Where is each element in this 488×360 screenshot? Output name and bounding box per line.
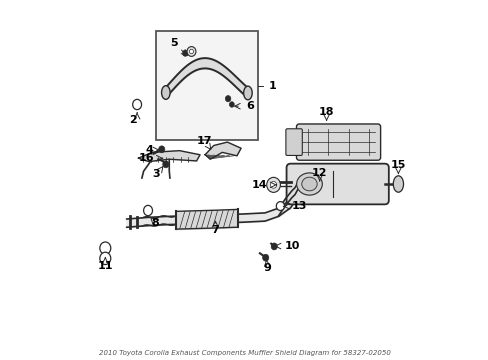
FancyBboxPatch shape: [286, 164, 388, 204]
Text: 10: 10: [285, 241, 300, 251]
Ellipse shape: [182, 50, 188, 56]
Ellipse shape: [163, 161, 168, 168]
Ellipse shape: [270, 181, 276, 188]
Polygon shape: [138, 151, 200, 162]
Ellipse shape: [243, 86, 252, 100]
Ellipse shape: [276, 202, 284, 211]
FancyBboxPatch shape: [285, 129, 302, 156]
Text: 13: 13: [291, 201, 306, 211]
Ellipse shape: [132, 99, 141, 110]
Text: 7: 7: [211, 225, 219, 235]
FancyBboxPatch shape: [296, 124, 380, 160]
Polygon shape: [205, 142, 241, 159]
Ellipse shape: [296, 173, 322, 195]
Ellipse shape: [301, 177, 317, 191]
Text: 11: 11: [98, 261, 113, 271]
Text: 4: 4: [145, 145, 153, 155]
Text: 18: 18: [318, 107, 334, 117]
Text: 6: 6: [245, 101, 254, 111]
Text: 2010 Toyota Corolla Exhaust Components Muffler Shield Diagram for 58327-02050: 2010 Toyota Corolla Exhaust Components M…: [99, 350, 389, 356]
Ellipse shape: [225, 96, 230, 102]
Ellipse shape: [143, 205, 152, 216]
Text: 15: 15: [390, 160, 405, 170]
Text: 17: 17: [196, 136, 211, 147]
Text: 3: 3: [152, 168, 160, 179]
Ellipse shape: [229, 102, 234, 107]
Ellipse shape: [189, 49, 193, 54]
Ellipse shape: [266, 177, 280, 192]
Ellipse shape: [158, 146, 164, 153]
Text: 2: 2: [129, 115, 137, 125]
Text: 9: 9: [264, 263, 271, 273]
Text: 8: 8: [151, 218, 159, 228]
Text: 14: 14: [252, 180, 267, 190]
Ellipse shape: [100, 242, 111, 254]
Ellipse shape: [100, 252, 111, 265]
Ellipse shape: [161, 86, 170, 99]
Text: 5: 5: [170, 38, 178, 48]
Ellipse shape: [187, 46, 196, 57]
Ellipse shape: [392, 176, 403, 192]
Bar: [155, 31, 258, 140]
Text: 12: 12: [311, 168, 327, 178]
Text: 16: 16: [139, 153, 154, 163]
Ellipse shape: [262, 254, 268, 261]
Text: 1: 1: [268, 81, 276, 91]
Ellipse shape: [271, 243, 277, 250]
